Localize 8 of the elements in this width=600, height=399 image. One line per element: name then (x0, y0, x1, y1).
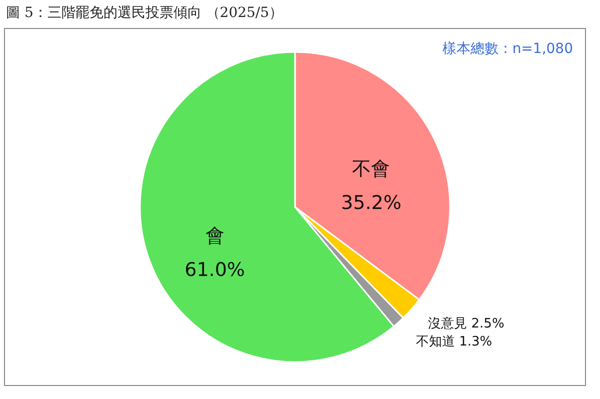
slice-label: 會 (205, 224, 224, 247)
slice-label: 不會 (352, 158, 390, 180)
data-label: 61.0% (184, 258, 245, 281)
slice-label: 不知道 1.3% (416, 334, 492, 350)
chart-title: 圖 5：三階罷免的選民投票傾向 （2025/5） (6, 4, 284, 22)
slice-label: 沒意見 2.5% (428, 316, 504, 332)
data-label: 35.2% (341, 192, 402, 214)
text: 樣本總數：n=1,080 (442, 41, 573, 57)
